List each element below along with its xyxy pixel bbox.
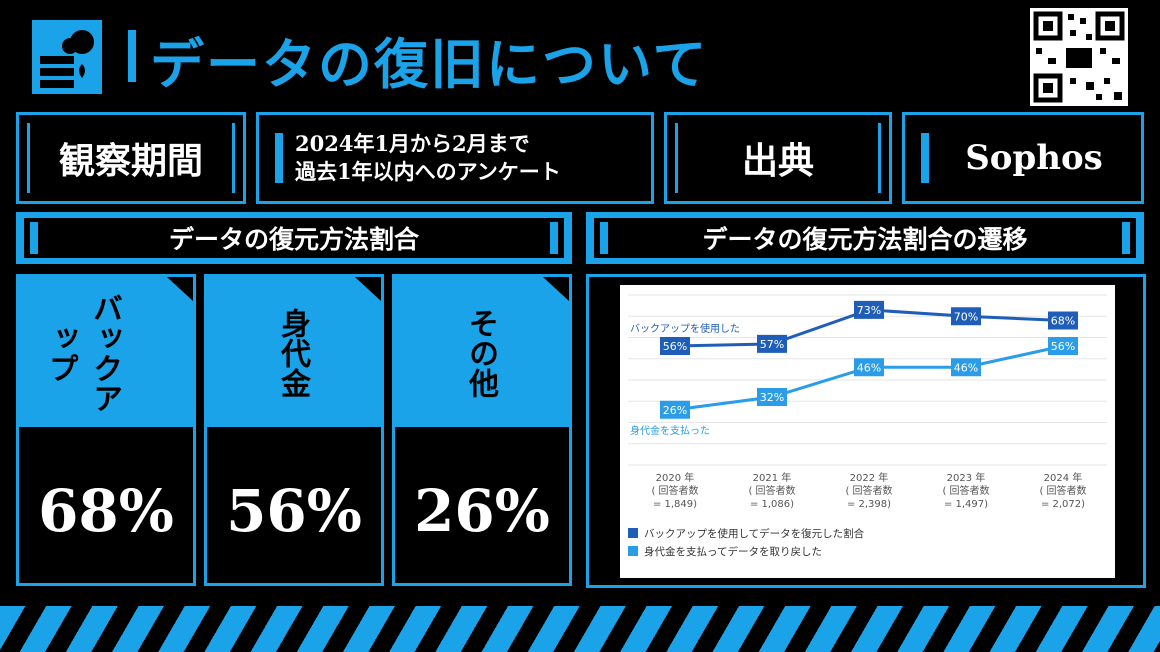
period-label-box: 観察期間 [16, 112, 246, 204]
source-value-box: Sophos [902, 112, 1144, 204]
data-point [757, 334, 787, 353]
chart-area: 56% 57% 73% 70% 68% 26% 32% 46% 46% 56% バックアップを使用し… [620, 285, 1115, 578]
data-point [951, 307, 981, 326]
tick-label: 2020 年( 回答者数= 1,849) [651, 471, 698, 510]
chart-frame [586, 274, 1146, 588]
data-label: 46% [857, 361, 881, 374]
card-value: 26% [414, 477, 550, 545]
period-accent-bar [275, 133, 283, 183]
source-accent-bar [921, 133, 929, 183]
card-value: 56% [226, 477, 362, 545]
tick-label: 2024 年( 回答者数= 2,072) [1039, 471, 1086, 510]
decorative-stripes [0, 606, 1160, 652]
data-label: 56% [1051, 340, 1075, 353]
legend-entry: バックアップを使用してデータを復元した割合 [644, 527, 865, 540]
data-point [951, 358, 981, 377]
data-label: 57% [760, 338, 784, 351]
data-point [1048, 337, 1078, 355]
card-other: その他 26% [392, 274, 572, 586]
card-label: バックアップ [43, 293, 122, 413]
source-value: Sophos [965, 138, 1103, 178]
series-line [674, 344, 1064, 412]
qr-code-icon[interactable] [1030, 8, 1128, 106]
card-top [395, 277, 569, 427]
line-chart: 56% 57% 73% 70% 68% 26% 32% 46% 46% 56% バックアップを使用し… [628, 294, 1107, 558]
data-label: 32% [760, 391, 784, 404]
tick-label: 2021 年( 回答者数= 1,086) [748, 471, 795, 510]
data-label: 46% [954, 361, 978, 374]
tick-label: 2022 年( 回答者数= 2,398) [845, 471, 892, 510]
card-top [19, 277, 193, 427]
data-label: 56% [663, 340, 687, 353]
series-inline-label: バックアップを使用した [630, 322, 740, 335]
source-label: 出典 [741, 140, 814, 182]
card-backup: バックアップ 68% [16, 274, 196, 586]
card-top [207, 277, 381, 427]
data-label: 70% [954, 310, 978, 323]
title-accent-bar [128, 30, 136, 82]
period-text-box: 2024年1月から2月まで 過去1年以内へのアンケート [256, 112, 654, 204]
card-ransom: 身代金 56% [204, 274, 384, 586]
data-point [660, 337, 690, 355]
data-point [757, 388, 787, 406]
server-cloud-icon [32, 20, 102, 94]
card-label: 身代金 [275, 308, 310, 398]
section-title-right: データの復元方法割合の遷移 [594, 218, 1136, 258]
legend-swatch [628, 528, 638, 538]
section-title-left: データの復元方法割合 [24, 218, 564, 258]
section-header-right: データの復元方法割合の遷移 [586, 212, 1144, 264]
data-label: 73% [857, 304, 881, 317]
data-label: 68% [1051, 315, 1075, 328]
section-header-left: データの復元方法割合 [16, 212, 572, 264]
period-label: 観察期間 [58, 140, 203, 182]
tick-label: 2023 年( 回答者数= 1,497) [942, 471, 989, 510]
data-point [854, 300, 884, 319]
data-point [660, 400, 690, 419]
legend-entry: 身代金を支払ってデータを取り戻した [644, 545, 822, 558]
page-title: データの復旧について [150, 32, 709, 96]
card-value: 68% [38, 477, 174, 545]
period-text: 2024年1月から2月まで 過去1年以内へのアンケート [295, 130, 561, 184]
data-label: 26% [663, 404, 687, 417]
series-inline-label: 身代金を支払った [630, 424, 710, 437]
data-point [1048, 311, 1078, 330]
legend-swatch [628, 546, 638, 556]
card-label: その他 [463, 308, 498, 398]
data-point [854, 358, 884, 377]
source-label-box: 出典 [664, 112, 892, 204]
